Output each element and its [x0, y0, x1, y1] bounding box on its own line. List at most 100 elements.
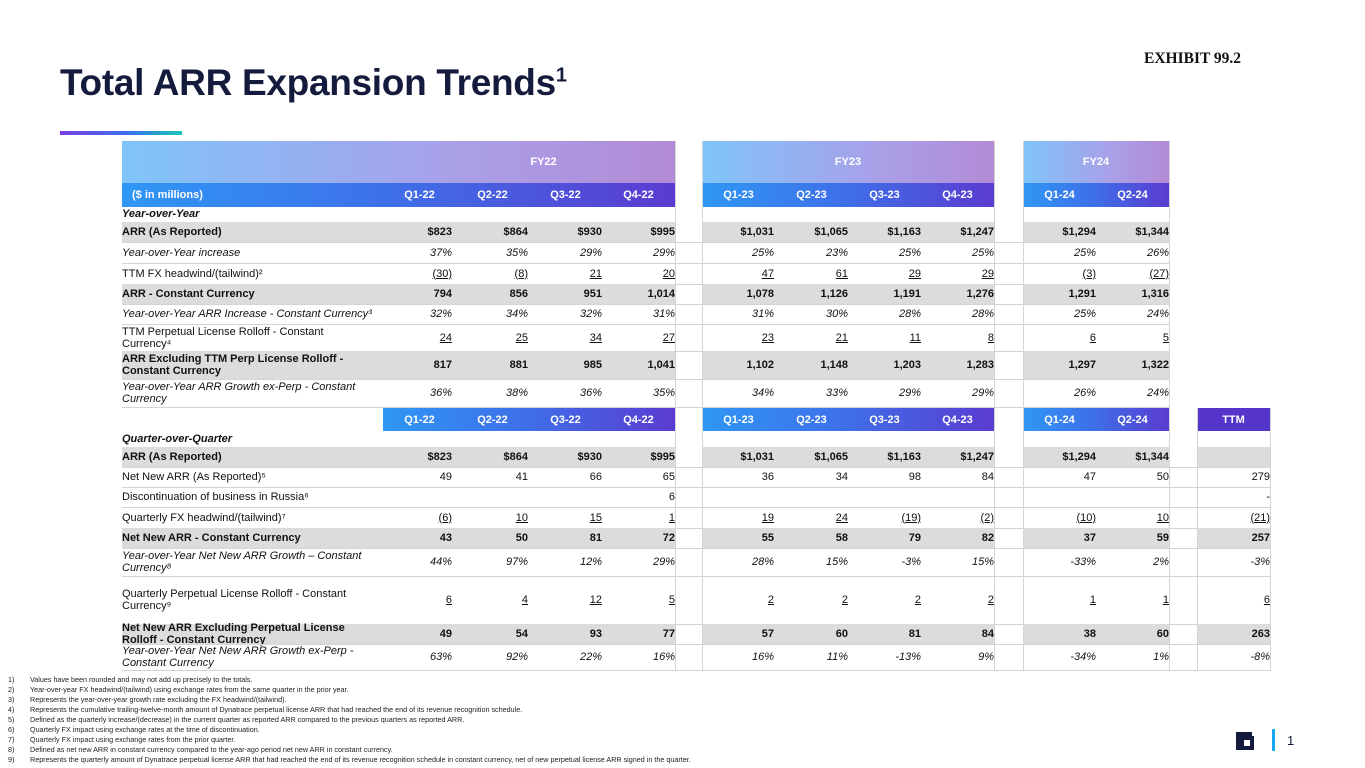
cell-value: 20 [662, 267, 675, 280]
cell-value: $1,031 [740, 226, 774, 238]
cell-value: 60 [835, 628, 848, 640]
row-label: Year-over-Year Net New ARR Growth – Cons… [122, 550, 362, 574]
cell-value: -34% [1070, 651, 1096, 663]
cell-value: -33% [1070, 556, 1096, 568]
cell-value: 30% [825, 308, 848, 320]
cell-ttm: -8% [1250, 651, 1270, 663]
row-label: ARR - Constant Currency [122, 288, 255, 300]
footnote: 5) Defined as the quarterly increase/(dec… [8, 715, 691, 725]
cell-ttm: - [1266, 491, 1270, 503]
row-divider [122, 624, 1270, 625]
cell-value: 34% [505, 308, 528, 320]
cell-value: 5 [1162, 331, 1169, 344]
cell-value: 2 [987, 594, 994, 606]
cell-value: 57 [761, 628, 774, 640]
cell-value: $995 [650, 226, 675, 238]
col-header: Q4-22 [623, 189, 654, 201]
footnote: 9) Represents the quarterly amount of Dyn… [8, 755, 691, 765]
fy-band-fy24: FY24 [1023, 141, 1169, 183]
cell-value: 15% [971, 556, 994, 568]
footnote-text: Represents the cumulative trailing-twelv… [30, 705, 523, 714]
col-header: Q1-22 [404, 189, 435, 201]
cell-value: 2% [1153, 556, 1169, 568]
cell-value: 1,322 [1141, 359, 1169, 371]
cell-value: 28% [971, 308, 994, 320]
cell-value: 34 [589, 331, 602, 344]
cell-value: 1 [1089, 594, 1096, 606]
cell-value: 1,014 [647, 288, 675, 300]
row-divider [122, 576, 1270, 577]
col-header: Q3-23 [869, 189, 900, 201]
cell-value: 38 [1083, 628, 1096, 640]
cell-value: 25 [515, 331, 528, 344]
row-label: Year-over-Year increase [122, 246, 241, 259]
section-qoq: Quarter-over-Quarter [122, 433, 233, 445]
cell-value: 25% [1073, 246, 1096, 259]
cell-value: 1,078 [746, 288, 774, 300]
title-accent-bar [60, 131, 182, 135]
table-row: Net New ARR - Constant Currency 43 50 81 72 5… [122, 528, 1270, 548]
cell-value: 37 [1083, 532, 1096, 544]
cell-value: 1 [1162, 594, 1169, 606]
footnote-text: Represents the year-over-year growth rat… [30, 695, 287, 704]
column-divider [702, 141, 703, 671]
footnote-text: Quarterly FX impact using exchange rates… [30, 735, 236, 744]
cell-value: 9% [978, 651, 994, 663]
cell-value: 1 [668, 511, 675, 524]
cell-value: 10 [515, 511, 528, 524]
cell-ttm: -3% [1250, 556, 1270, 568]
cell-value: 33% [825, 387, 848, 399]
cell-value: $823 [427, 226, 452, 238]
footnote: 1) Values have been rounded and may not a… [8, 675, 691, 685]
footnote-text: Represents the quarterly amount of Dynat… [30, 755, 691, 764]
cell-value: 29% [971, 387, 994, 399]
table-row: TTM Perpetual License Rolloff - Constant… [122, 324, 1270, 351]
footnote-number: 3) [8, 695, 15, 704]
cell-value: (30) [432, 267, 452, 280]
cell-value: 24% [1146, 387, 1169, 399]
row-label: TTM Perpetual License Rolloff - Constant… [122, 325, 324, 350]
cell-value: 23 [761, 331, 774, 344]
cell-value: 6 [668, 491, 675, 503]
footnote-number: 2) [8, 685, 15, 694]
cell-value: 34 [835, 471, 848, 483]
col-header: Q4-23 [942, 189, 973, 201]
cell-value: (6) [438, 511, 452, 524]
cell-value: $823 [427, 451, 452, 463]
col-header: Q2-23 [796, 413, 827, 426]
footnote-number: 5) [8, 715, 15, 724]
header-row-fy24: Q1-24 Q2-24 [1023, 183, 1169, 207]
cell-value: 82 [981, 532, 994, 544]
cell-ttm: 279 [1251, 471, 1270, 483]
col-header: Q1-22 [404, 413, 435, 426]
cell-value: 49 [439, 628, 452, 640]
header2-row-fy24: Q1-24 Q2-24 [1023, 408, 1169, 431]
unit-label: ($ in millions) [132, 189, 203, 201]
row-divider [122, 670, 1270, 671]
col-header: Q4-22 [623, 413, 654, 426]
row-divider [122, 507, 1270, 508]
col-header: Q3-22 [550, 189, 581, 201]
page-title: Total ARR Expansion Trends1 [60, 62, 567, 103]
column-divider [1270, 408, 1271, 671]
cell-value: 6 [1089, 331, 1096, 344]
row-label: Year-over-Year Net New ARR Growth ex-Per… [122, 645, 354, 669]
table-row: Net New ARR (As Reported)⁵ 49 41 66 65 36 34 98… [122, 467, 1270, 487]
cell-value: $1,344 [1135, 226, 1169, 238]
table-row: Year-over-Year Net New ARR Growth ex-Per… [122, 644, 1270, 670]
col-header: Q2-22 [477, 413, 508, 426]
row-label: ARR Excluding TTM Perp License Rolloff -… [122, 353, 344, 377]
cell-value: 37% [429, 246, 452, 259]
cell-value: 23% [825, 246, 848, 259]
accent-divider [1272, 729, 1275, 751]
col-header: Q2-24 [1117, 189, 1148, 201]
cell-value: 8 [987, 331, 994, 344]
row-divider [122, 487, 1270, 488]
row-label: Year-over-Year ARR Growth ex-Perp - Cons… [122, 381, 356, 405]
footnote-number: 9) [8, 755, 15, 764]
page-number: 1 [1287, 733, 1295, 748]
cell-value: 24% [1146, 308, 1169, 320]
cell-value: $1,247 [960, 226, 994, 238]
row-label: ARR (As Reported) [122, 451, 222, 463]
cell-value: 856 [509, 288, 528, 300]
